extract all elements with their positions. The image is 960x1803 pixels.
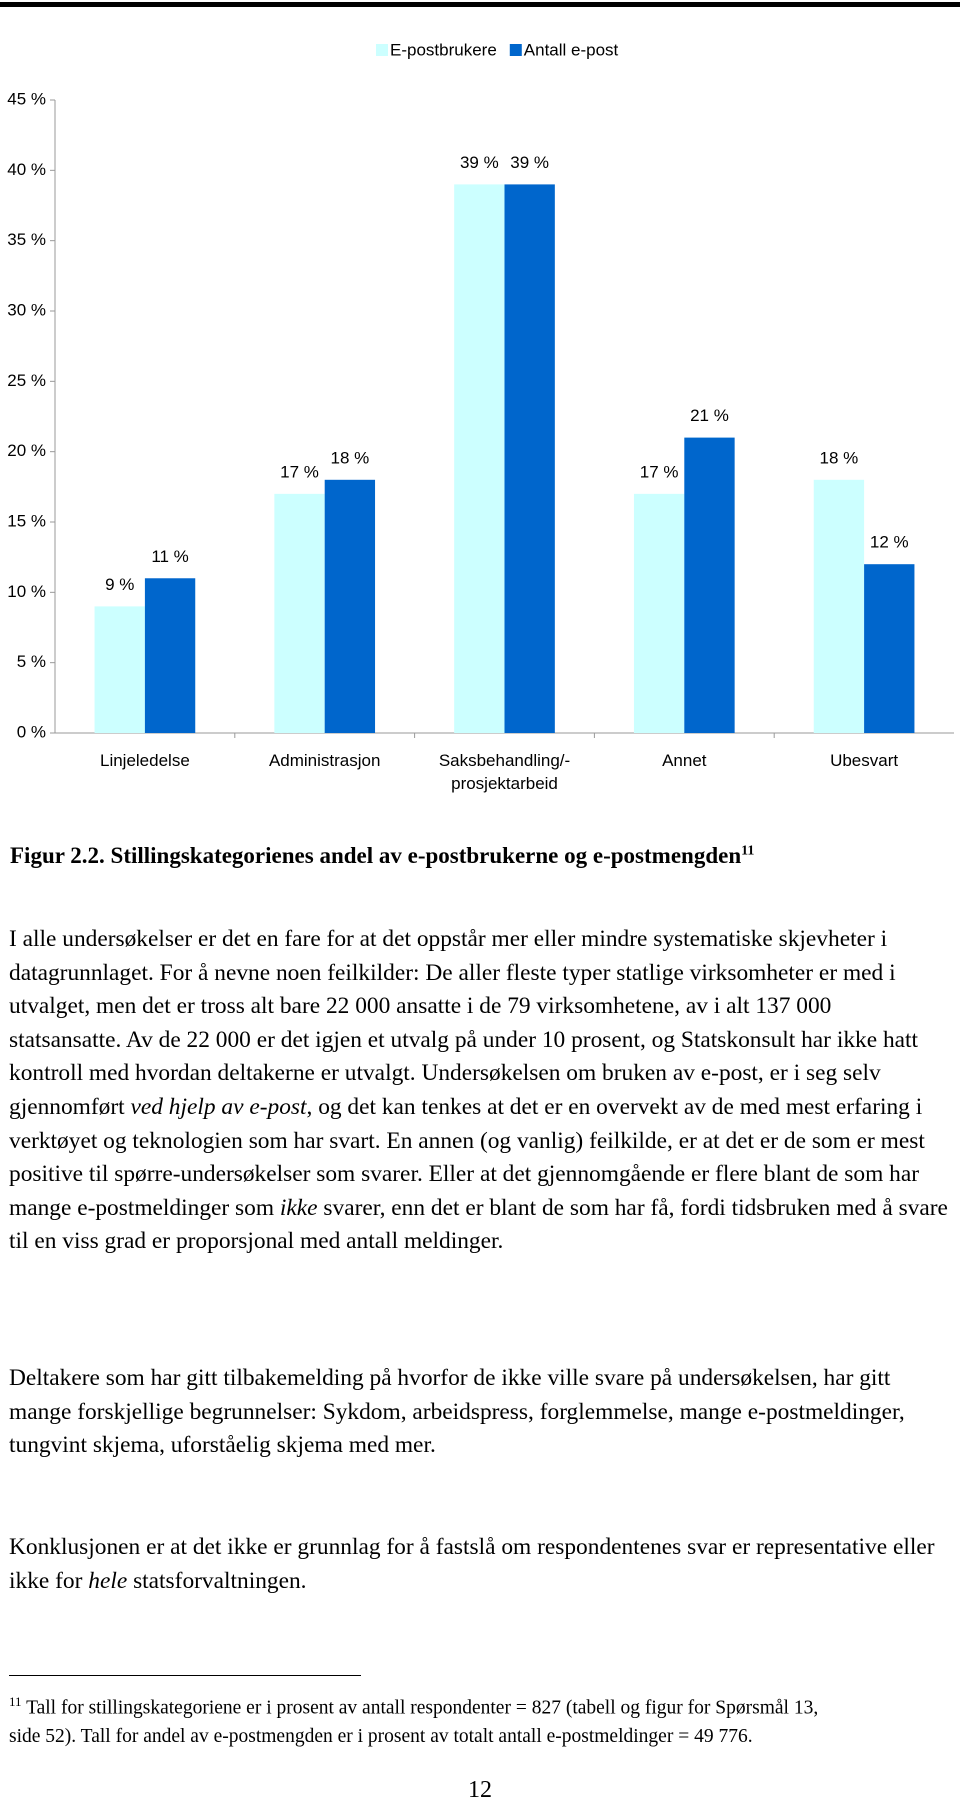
x-tick-label: Annet bbox=[662, 751, 707, 770]
page-number: 12 bbox=[468, 1777, 492, 1803]
legend-swatch bbox=[376, 44, 388, 56]
value-label: 12 % bbox=[870, 533, 909, 552]
y-tick-label: 30 % bbox=[7, 300, 46, 319]
bar bbox=[684, 437, 735, 733]
italic-run: ved hjelp av e-post bbox=[130, 1093, 307, 1120]
x-tick-label: Linjeledelse bbox=[99, 751, 190, 770]
bar bbox=[324, 479, 376, 733]
x-tick-label: Ubesvart bbox=[830, 751, 899, 770]
value-label: 17 % bbox=[640, 462, 679, 481]
y-tick-label: 25 % bbox=[7, 371, 46, 390]
bar bbox=[633, 493, 685, 733]
x-tick-label: Saksbehandling/- prosjektarbeid bbox=[438, 751, 571, 793]
value-label: 17 % bbox=[280, 462, 319, 481]
bar bbox=[813, 479, 865, 733]
caption-text: Figur 2.2. Stillingskategorienes andel a… bbox=[10, 843, 742, 868]
note-ref: 11 bbox=[741, 843, 755, 859]
y-tick-label: 10 % bbox=[7, 582, 46, 601]
legend-label: E-postbrukere bbox=[390, 40, 497, 59]
paragraph: I alle undersøkelser er det en fare for … bbox=[9, 923, 949, 1259]
text-run: Konklusjonen er at det ikke er grunnlag … bbox=[9, 1534, 935, 1594]
figure-caption: Figur 2.2. Stillingskategorienes andel a… bbox=[10, 843, 754, 869]
bar bbox=[454, 184, 505, 733]
y-tick-label: 5 % bbox=[17, 652, 46, 671]
text-run: , og det kan tenkes at det er en overvek… bbox=[9, 1093, 925, 1221]
bar bbox=[274, 493, 325, 733]
x-tick-label: Administrasjon bbox=[268, 751, 381, 770]
value-label: 21 % bbox=[690, 406, 729, 425]
y-tick-label: 45 % bbox=[7, 89, 46, 108]
italic-run: hele bbox=[88, 1567, 128, 1594]
footnote-number: 11 bbox=[9, 1694, 22, 1709]
bar bbox=[94, 606, 145, 733]
paragraph: Konklusjonen er at det ikke er grunnlag … bbox=[9, 1531, 949, 1598]
top-rule bbox=[0, 2, 960, 7]
legend-swatch bbox=[509, 44, 522, 56]
bar bbox=[864, 564, 915, 733]
value-label: 18 % bbox=[820, 448, 859, 467]
value-label: 39 % bbox=[510, 153, 549, 172]
text-run: statsforvaltningen. bbox=[127, 1567, 307, 1594]
value-label: 9 % bbox=[105, 575, 134, 594]
footnote: 11 Tall for stillingskategoriene er i pr… bbox=[9, 1688, 844, 1752]
chart: 0 % 5 % 10 % 15 % 20 % 25 % 30 % 35 % 40 % 45 % E-… bbox=[0, 2, 960, 741]
footnote-text: Tall for stillingskategoriene er i prose… bbox=[9, 1697, 819, 1748]
text-run: Deltakere som har gitt tilbakemelding på… bbox=[9, 1365, 905, 1459]
paragraph: Deltakere som har gitt tilbakemelding på… bbox=[9, 1362, 949, 1463]
y-tick-label: 35 % bbox=[7, 230, 46, 249]
bar bbox=[144, 578, 196, 733]
text-run: I alle undersøkelser er det en fare for … bbox=[9, 926, 919, 1120]
footnote-rule bbox=[9, 1675, 361, 1676]
y-tick-label: 15 % bbox=[7, 511, 46, 530]
y-tick-label: 40 % bbox=[7, 160, 46, 179]
value-label: 39 % bbox=[460, 153, 499, 172]
italic-run: ikke bbox=[279, 1194, 318, 1221]
y-tick-label: 0 % bbox=[17, 722, 46, 741]
value-label: 18 % bbox=[330, 448, 369, 467]
bar bbox=[504, 184, 555, 733]
value-label: 11 % bbox=[151, 547, 189, 566]
text-run: svarer, enn det er blant de som har få, … bbox=[9, 1194, 948, 1255]
y-tick-label: 20 % bbox=[7, 441, 46, 460]
legend-label: Antall e-post bbox=[524, 40, 619, 59]
